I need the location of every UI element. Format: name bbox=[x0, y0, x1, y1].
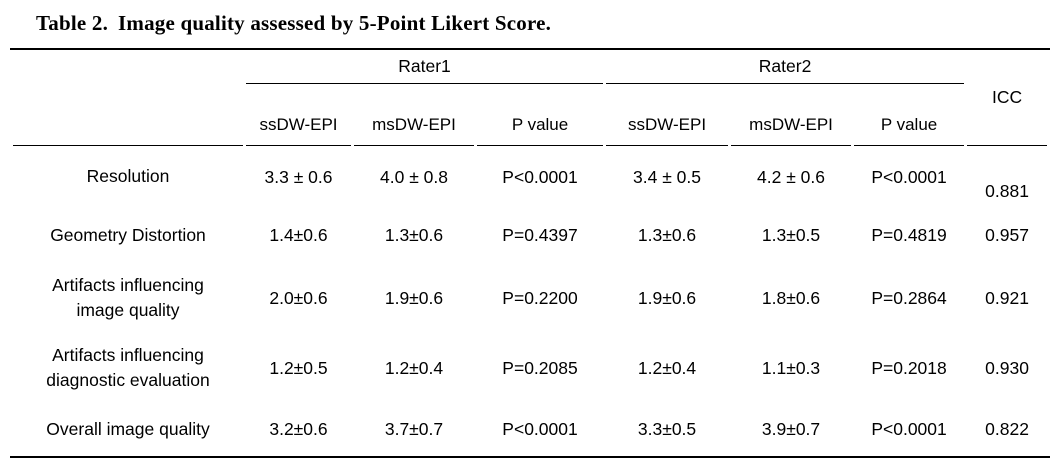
row-label: Resolution bbox=[86, 166, 170, 187]
cell-rater2-msdw: 1.8±0.6 bbox=[761, 287, 821, 308]
icc-column-header: ICC bbox=[967, 50, 1048, 146]
cell-rater1-msdw: 4.0 ± 0.8 bbox=[380, 166, 448, 187]
cell-rater1-pvalue: P=0.4397 bbox=[502, 225, 578, 246]
rater2-p-value-header: P value bbox=[854, 84, 965, 146]
cell-rater2-pvalue: P=0.4819 bbox=[871, 225, 947, 246]
cell-rater1-pvalue: P<0.0001 bbox=[502, 166, 578, 187]
cell-rater2-pvalue: P<0.0001 bbox=[871, 166, 947, 187]
sub-header-row: ssDW-EPI msDW-EPI P value ssDW-EPI msDW-… bbox=[13, 84, 1047, 146]
cell-rater2-ssdw: 3.3±0.5 bbox=[637, 419, 697, 440]
cell-rater2-msdw: 4.2 ± 0.6 bbox=[757, 166, 826, 187]
rater1-msdw-epi-header: msDW-EPI bbox=[354, 84, 474, 146]
table-row-resolution: Resolution 3.3 ± 0.6 4.0 ± 0.8 P<0.0001 … bbox=[13, 146, 1047, 208]
cell-icc: 0.822 bbox=[985, 419, 1029, 440]
cell-icc: 0.921 bbox=[985, 287, 1029, 308]
table-title-label: Table 2. bbox=[36, 11, 109, 35]
cell-rater1-pvalue: P=0.2085 bbox=[502, 357, 578, 378]
cell-rater1-msdw: 1.9±0.6 bbox=[384, 287, 444, 308]
row-label: Geometry Distortion bbox=[50, 224, 206, 245]
cell-rater1-ssdw: 1.2±0.5 bbox=[269, 357, 328, 378]
cell-rater1-msdw: 3.7±0.7 bbox=[384, 419, 444, 440]
corner-cell bbox=[13, 50, 243, 146]
rater2-group-header: Rater2 bbox=[606, 50, 965, 84]
rater2-msdw-epi-header: msDW-EPI bbox=[731, 84, 852, 146]
rater1-p-value-header: P value bbox=[477, 84, 604, 146]
table-row-overall-image-quality: Overall image quality 3.2±0.6 3.7±0.7 P<… bbox=[13, 403, 1047, 456]
likert-score-table: Rater1 Rater2 ICC ssDW-EPI msDW-EPI P va… bbox=[10, 48, 1051, 458]
cell-rater1-ssdw: 3.3 ± 0.6 bbox=[264, 166, 333, 187]
cell-rater1-pvalue: P=0.2200 bbox=[502, 287, 578, 308]
cell-icc: 0.881 bbox=[985, 180, 1029, 201]
cell-rater1-ssdw: 1.4±0.6 bbox=[269, 225, 328, 246]
cell-rater1-ssdw: 3.2±0.6 bbox=[269, 419, 328, 440]
cell-rater2-pvalue: P=0.2864 bbox=[871, 287, 947, 308]
cell-rater2-msdw: 3.9±0.7 bbox=[761, 419, 821, 440]
cell-rater1-msdw: 1.3±0.6 bbox=[384, 225, 444, 246]
cell-icc: 0.930 bbox=[985, 357, 1029, 378]
rater2-ssdw-epi-header: ssDW-EPI bbox=[606, 84, 729, 146]
cell-icc: 0.957 bbox=[985, 225, 1029, 246]
cell-rater1-ssdw: 2.0±0.6 bbox=[269, 287, 328, 308]
cell-rater2-ssdw: 1.2±0.4 bbox=[637, 357, 697, 378]
cell-rater2-msdw: 1.1±0.3 bbox=[761, 357, 821, 378]
cell-rater2-ssdw: 1.9±0.6 bbox=[637, 287, 697, 308]
cell-rater2-msdw: 1.3±0.5 bbox=[761, 225, 821, 246]
table-row-geometry-distortion: Geometry Distortion 1.4±0.6 1.3±0.6 P=0.… bbox=[13, 208, 1047, 263]
cell-rater2-pvalue: P<0.0001 bbox=[871, 419, 947, 440]
table-title: Table 2. Image quality assessed by 5-Poin… bbox=[0, 0, 1062, 36]
group-header-row: Rater1 Rater2 ICC bbox=[13, 50, 1048, 146]
row-label: Overall image quality bbox=[46, 418, 210, 439]
cell-rater1-msdw: 1.2±0.4 bbox=[384, 357, 444, 378]
cell-rater2-ssdw: 1.3±0.6 bbox=[637, 225, 697, 246]
rater1-ssdw-epi-header: ssDW-EPI bbox=[246, 84, 351, 146]
table-title-text: Image quality assessed by 5-Point Likert… bbox=[118, 11, 552, 35]
rater1-group-header: Rater1 bbox=[246, 50, 604, 84]
row-label: Artifacts influencing image quality bbox=[52, 274, 204, 320]
table-row-artifacts-image-quality: Artifacts influencing image quality 2.0±… bbox=[13, 263, 1047, 333]
row-label: Artifacts influencing diagnostic evaluat… bbox=[46, 344, 210, 390]
cell-rater1-pvalue: P<0.0001 bbox=[502, 419, 578, 440]
cell-rater2-pvalue: P=0.2018 bbox=[871, 357, 947, 378]
cell-rater2-ssdw: 3.4 ± 0.5 bbox=[633, 166, 702, 187]
table-row-artifacts-diagnostic-evaluation: Artifacts influencing diagnostic evaluat… bbox=[13, 333, 1047, 403]
